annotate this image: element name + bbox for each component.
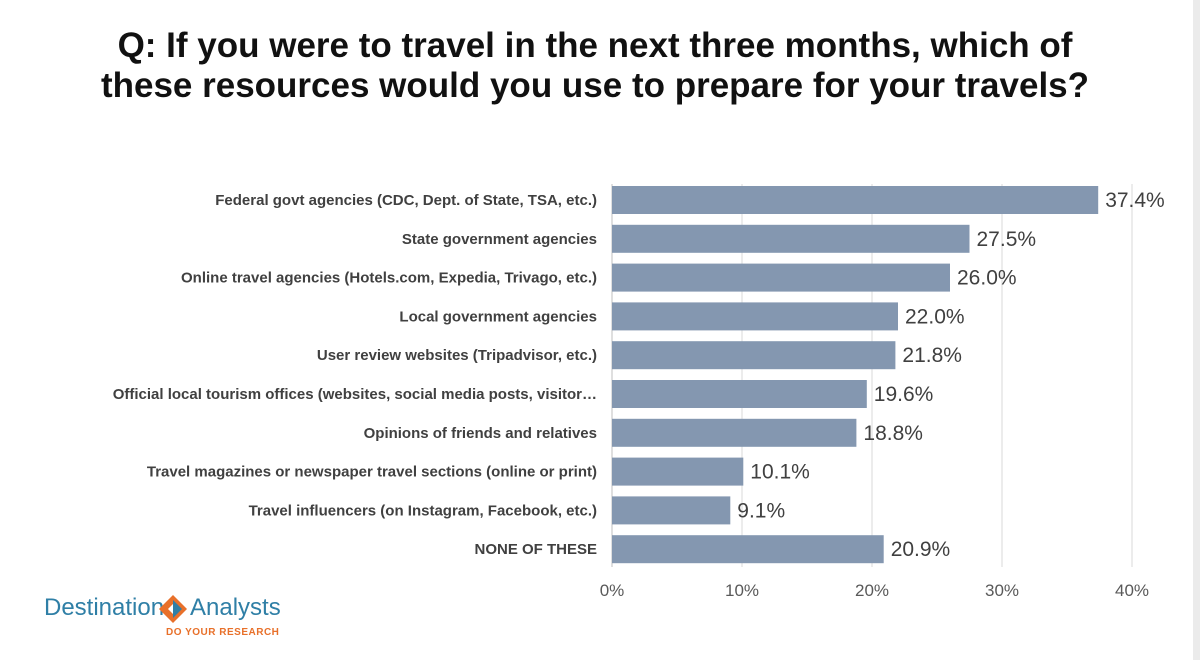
x-tick-label-0: 0%: [600, 581, 625, 600]
value-label-5: 19.6%: [874, 383, 934, 406]
value-label-6: 18.8%: [863, 422, 923, 445]
logo-name-left: Destination: [44, 594, 165, 621]
bar-4: [612, 341, 896, 370]
diamond-arrows-icon: [159, 595, 187, 623]
title-line-1: Q: If you were to travel in the next thr…: [117, 26, 1073, 65]
bar-7: [612, 457, 744, 486]
category-label-5: Official local tourism offices (websites…: [113, 386, 597, 403]
x-tick-label-4: 40%: [1115, 581, 1149, 600]
value-label-3: 22.0%: [905, 305, 965, 328]
value-label-9: 20.9%: [891, 538, 951, 561]
x-tick-label-2: 20%: [855, 581, 889, 600]
logo-name-right: Analysts: [190, 594, 281, 621]
bar-0: [612, 186, 1099, 214]
scrollbar-edge: [1193, 0, 1200, 660]
category-label-4: User review websites (Tripadvisor, etc.): [317, 347, 597, 364]
x-tick-label-1: 10%: [725, 581, 759, 600]
value-label-2: 26.0%: [957, 267, 1017, 290]
category-label-1: State government agencies: [402, 231, 597, 248]
category-label-9: NONE OF THESE: [474, 541, 597, 558]
bar-2: [612, 263, 950, 292]
x-tick-label-3: 30%: [985, 581, 1019, 600]
category-label-3: Local government agencies: [399, 308, 597, 325]
value-label-8: 9.1%: [737, 499, 785, 522]
value-label-4: 21.8%: [902, 344, 962, 367]
category-label-6: Opinions of friends and relatives: [364, 425, 597, 442]
logo-tagline: DO YOUR RESEARCH: [166, 627, 280, 638]
bar-9: [612, 535, 884, 564]
bar-5: [612, 380, 867, 408]
title-line-2: these resources would you use to prepare…: [100, 66, 1090, 105]
chart-title: Q: If you were to travel in the next thr…: [40, 26, 1150, 106]
value-label-7: 10.1%: [750, 461, 810, 484]
category-label-8: Travel influencers (on Instagram, Facebo…: [249, 502, 597, 519]
bar-3: [612, 302, 898, 331]
value-label-0: 37.4%: [1105, 189, 1165, 212]
bar-6: [612, 418, 857, 447]
category-label-7: Travel magazines or newspaper travel sec…: [147, 464, 597, 481]
category-label-0: Federal govt agencies (CDC, Dept. of Sta…: [215, 192, 597, 209]
destination-analysts-logo: Destination Analysts DO YOUR RESEARCH: [44, 594, 314, 644]
bar-1: [612, 224, 970, 253]
category-label-2: Online travel agencies (Hotels.com, Expe…: [181, 270, 597, 287]
value-label-1: 27.5%: [977, 228, 1037, 251]
bar-8: [612, 496, 731, 525]
